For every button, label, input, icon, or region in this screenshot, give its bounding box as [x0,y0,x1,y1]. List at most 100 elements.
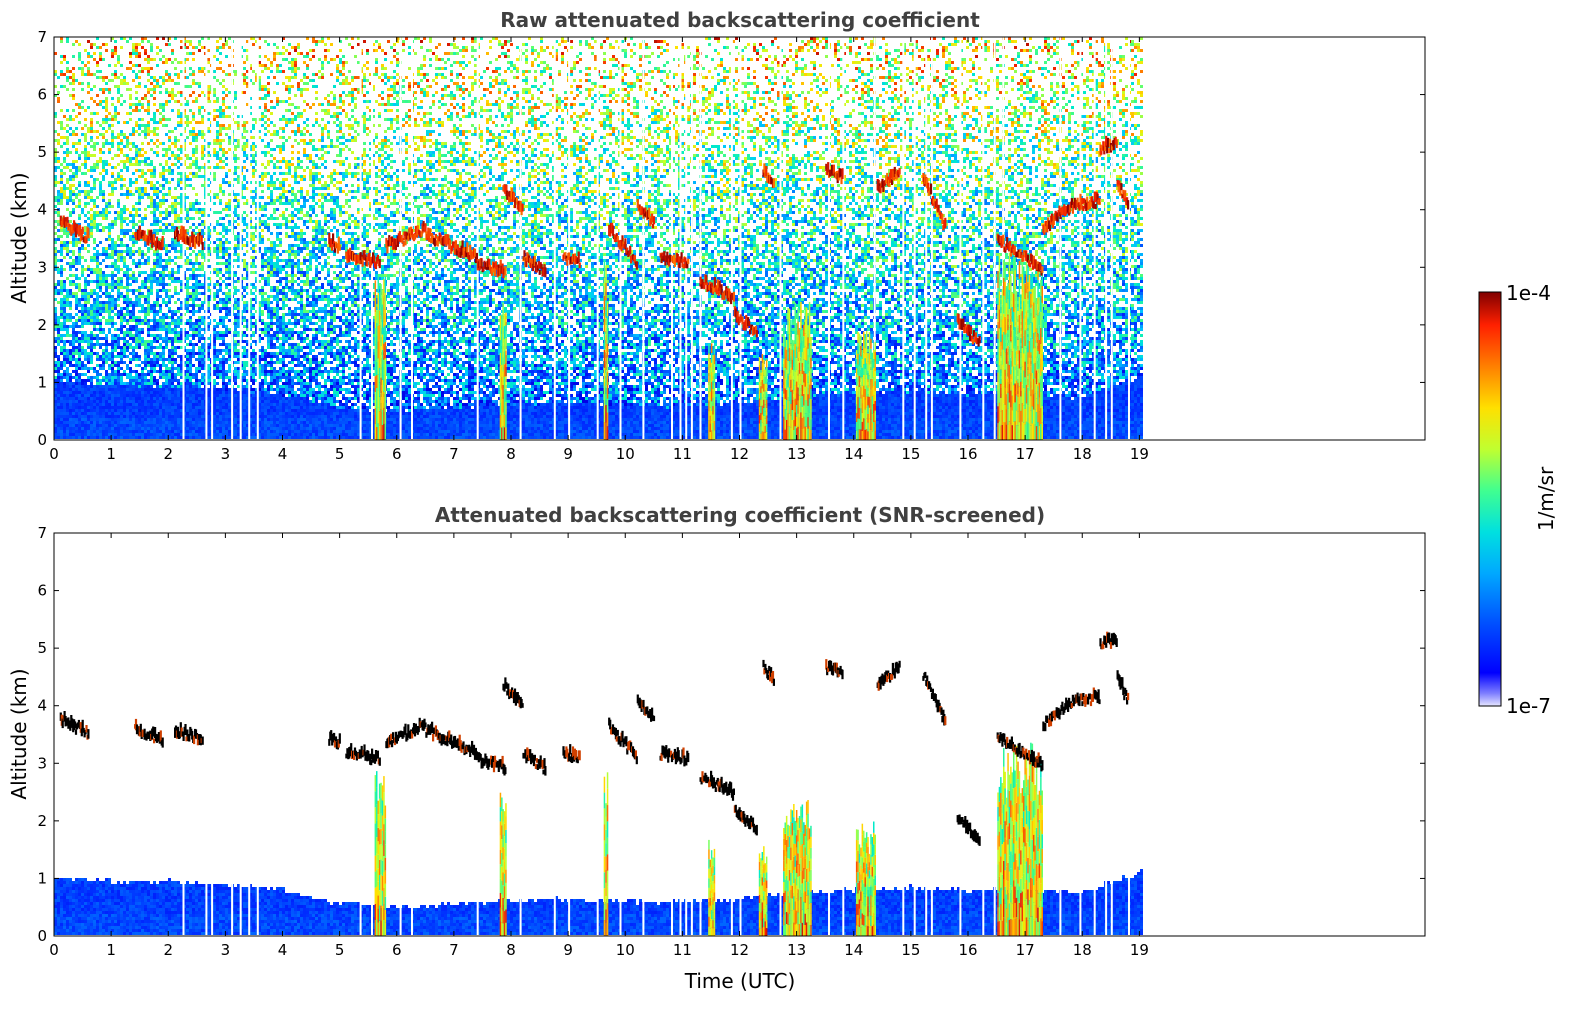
backscatter-cell [102,358,105,361]
backscatter-cell [87,430,90,433]
backscatter-cell [102,400,105,403]
backscatter-cell [102,424,105,427]
backscatter-cell [69,319,72,322]
backscatter-cell [99,184,102,187]
backscatter-cell [102,379,105,382]
backscatter-cell [102,217,105,220]
backscatter-cell [75,337,78,340]
backscatter-cell [75,322,78,325]
backscatter-cell [66,142,69,145]
backscatter-cell [90,343,93,346]
backscatter-cell [72,283,75,286]
backscatter-cell [87,85,90,88]
backscatter-cell [84,367,87,370]
backscatter-cell [96,223,99,226]
backscatter-cell [60,55,63,58]
backscatter-cell [96,259,99,262]
backscatter-cell [75,430,78,433]
backscatter-cell [75,364,78,367]
backscatter-cell [96,409,99,412]
backscatter-cell [63,304,66,307]
backscatter-cell [87,337,90,340]
backscatter-cell [99,418,102,421]
backscatter-cell [87,322,90,325]
backscatter-cell [75,400,78,403]
backscatter-cell [60,250,63,253]
backscatter-cell [66,109,69,112]
backscatter-cell [75,40,78,43]
backscatter-cell [63,160,66,163]
backscatter-cell [90,55,93,58]
backscatter-cell [66,385,69,388]
backscatter-cell [57,283,60,286]
backscatter-cell [93,421,96,424]
backscatter-cell [72,337,75,340]
backscatter-cell [75,304,78,307]
backscatter-cell [105,100,108,103]
backscatter-cell [90,73,93,76]
backscatter-cell [60,241,63,244]
backscatter-cell [84,403,87,406]
backscatter-cell [93,280,96,283]
backscatter-cell [96,94,99,97]
backscatter-cell [66,244,69,247]
backscatter-cell [96,226,99,229]
backscatter-cell [66,361,69,364]
backscatter-cell [105,307,108,310]
backscatter-cell [78,346,81,349]
backscatter-cell [90,409,93,412]
backscatter-cell [57,100,60,103]
backscatter-cell [87,193,90,196]
backscatter-cell [102,247,105,250]
backscatter-cell [81,412,84,415]
backscatter-cell [84,160,87,163]
backscatter-cell [93,238,96,241]
backscatter-cell [81,352,84,355]
backscatter-cell [60,289,63,292]
backscatter-cell [105,208,108,211]
backscatter-cell [84,433,87,436]
backscatter-cell [87,385,90,388]
backscatter-cell [93,325,96,328]
backscatter-cell [96,334,99,337]
backscatter-cell [90,331,93,334]
backscatter-cell [72,250,75,253]
backscatter-cell [102,151,105,154]
backscatter-cell [84,64,87,67]
backscatter-cell [102,118,105,121]
backscatter-cell [90,124,93,127]
backscatter-cell [63,370,66,373]
backscatter-cell [96,292,99,295]
backscatter-cell [75,406,78,409]
backscatter-cell [93,217,96,220]
backscatter-cell [60,169,63,172]
backscatter-cell [69,427,72,430]
backscatter-cell [60,40,63,43]
backscatter-cell [63,427,66,430]
backscatter-cell [78,205,81,208]
backscatter-cell [105,277,108,280]
backscatter-cell [69,184,72,187]
backscatter-cell [69,436,72,439]
backscatter-cell [60,352,63,355]
backscatter-cell [102,310,105,313]
backscatter-cell [84,310,87,313]
backscatter-cell [93,205,96,208]
backscatter-cell [90,379,93,382]
backscatter-cell [84,379,87,382]
backscatter-cell [87,367,90,370]
backscatter-cell [105,88,108,91]
backscatter-cell [63,313,66,316]
backscatter-cell [99,379,102,382]
backscatter-cell [66,295,69,298]
backscatter-cell [60,199,63,202]
backscatter-cell [75,373,78,376]
backscatter-cell [72,376,75,379]
backscatter-cell [105,301,108,304]
backscatter-cell [69,433,72,436]
backscatter-cell [72,400,75,403]
backscatter-cell [78,367,81,370]
backscatter-cell [78,157,81,160]
backscatter-cell [72,355,75,358]
backscatter-cell [84,277,87,280]
